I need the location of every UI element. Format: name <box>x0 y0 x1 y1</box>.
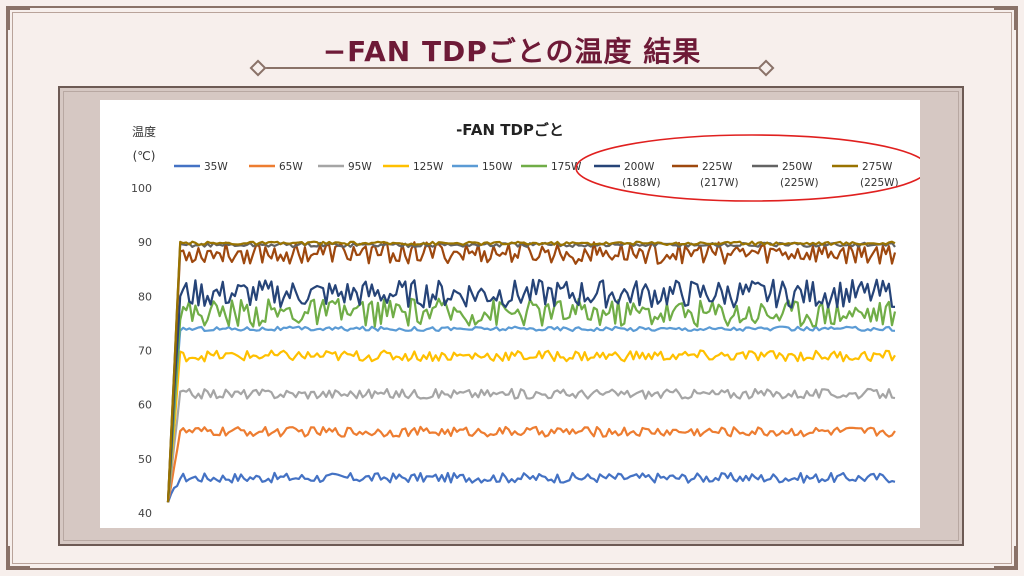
series-line-125W <box>166 349 896 503</box>
chart-panel-inner-border <box>63 91 959 541</box>
line-chart: -FAN TDPごと 温度 (℃) 40 50 60 70 80 90 100 35W 65W… <box>131 121 920 520</box>
legend-item-250W: 250W (225W) <box>752 161 819 189</box>
legend-label: 125W <box>413 161 444 173</box>
series-line-95W <box>166 387 896 503</box>
y-tick-label: 40 <box>138 507 152 520</box>
legend-item-225W: 225W (217W) <box>672 161 739 189</box>
series-line-150W <box>166 325 896 503</box>
legend-item-200W: 200W (188W) <box>594 161 661 189</box>
legend-item-150W: 150W <box>452 161 513 173</box>
legend-item-95W: 95W <box>318 161 372 173</box>
y-tick-label: 60 <box>138 399 152 412</box>
legend-label: 175W <box>551 161 582 173</box>
legend-label: 35W <box>204 161 228 173</box>
chart-card: -FAN TDPごと 温度 (℃) 40 50 60 70 80 90 100 35W 65W… <box>100 100 920 528</box>
legend-note: (225W) <box>780 177 819 189</box>
corner-ornament <box>8 8 30 30</box>
y-tick-label: 70 <box>138 345 152 358</box>
corner-ornament <box>8 546 30 568</box>
y-tick-label: 100 <box>131 182 152 195</box>
corner-ornament <box>994 8 1016 30</box>
legend-label: 250W <box>782 161 813 173</box>
series-line-35W <box>166 471 896 503</box>
y-tick-label: 50 <box>138 453 152 466</box>
legend-note: (188W) <box>622 177 661 189</box>
highlight-ellipse <box>575 134 920 202</box>
legend-note: (217W) <box>700 177 739 189</box>
series-line-65W <box>166 425 896 503</box>
legend-label: 275W <box>862 161 893 173</box>
series-line-175W <box>166 297 897 503</box>
series-line-225W <box>166 241 897 503</box>
y-tick-label: 90 <box>138 236 152 249</box>
y-axis-unit: (℃) <box>133 149 156 163</box>
outer-frame <box>6 6 1018 570</box>
legend-item-125W: 125W <box>383 161 444 173</box>
legend-label: 225W <box>702 161 733 173</box>
y-axis-title: 温度 <box>132 124 156 139</box>
series-line-200W <box>166 278 896 503</box>
y-tick-label: 80 <box>138 290 152 303</box>
y-tick-labels: 40 50 60 70 80 90 100 <box>131 182 152 520</box>
page-title: −FAN TDPごとの温度 結果 <box>322 35 702 68</box>
legend-item-175W: 175W <box>521 161 582 173</box>
legend-label: 200W <box>624 161 655 173</box>
legend: 35W 65W 95W 125W 150W 175W 200W (188W) 225W (217W… <box>174 161 899 189</box>
legend-label: 95W <box>348 161 372 173</box>
chart-title: -FAN TDPごと <box>456 121 564 139</box>
legend-item-65W: 65W <box>249 161 303 173</box>
series-line-250W <box>166 241 896 503</box>
corner-ornament <box>994 546 1016 568</box>
legend-item-275W: 275W (225W) <box>832 161 899 189</box>
legend-label: 150W <box>482 161 513 173</box>
title-underline <box>262 67 762 69</box>
legend-item-35W: 35W <box>174 161 228 173</box>
series-line-275W <box>166 240 896 503</box>
series-lines <box>166 240 897 503</box>
inner-frame <box>12 12 1012 564</box>
legend-note: (225W) <box>860 177 899 189</box>
legend-label: 65W <box>279 161 303 173</box>
